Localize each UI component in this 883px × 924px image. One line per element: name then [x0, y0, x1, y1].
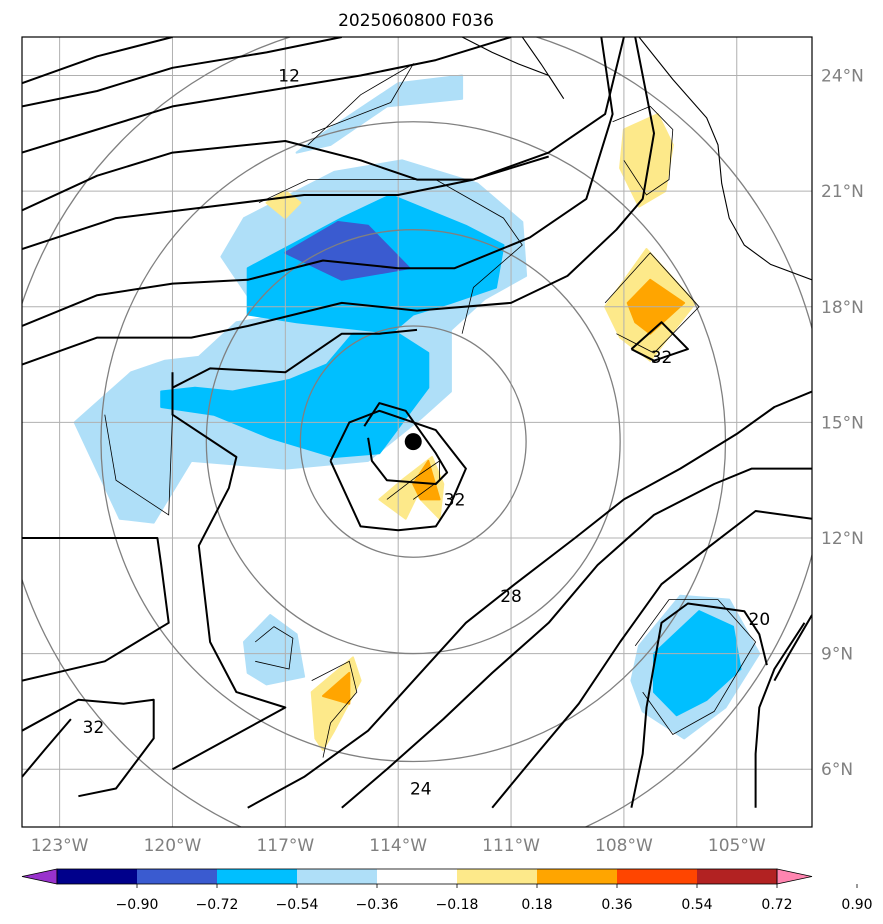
- range-ring-1: [205, 229, 621, 655]
- colorbar-frame: [56, 868, 778, 885]
- x-tick-label: 120°W: [144, 836, 202, 856]
- contour-line-15: [247, 390, 812, 809]
- y-tick-label: 9°N: [821, 645, 853, 665]
- colorbar-tick-label: −0.36: [356, 897, 399, 913]
- contour-label-4: 20: [749, 610, 771, 630]
- contour-line-11: [171, 372, 287, 771]
- colorbar: −0.90 −0.72 −0.54 −0.36 −0.18 0.18 0.36 0.54 0.7…: [21, 868, 873, 913]
- x-tick-label: 123°W: [31, 836, 89, 856]
- y-tick-label: 21°N: [821, 182, 864, 202]
- shaded-field-layer: [73, 74, 761, 751]
- thin-outline-0: [307, 62, 415, 146]
- thin-outline-2: [104, 414, 173, 516]
- contour-line-7: [172, 328, 418, 389]
- contour-line-19: [754, 622, 806, 808]
- colorbar-segment: [57, 869, 137, 884]
- contour-label-2: 32: [444, 490, 466, 510]
- y-tick-label: 6°N: [821, 760, 853, 780]
- contour-line-2: [22, 37, 512, 154]
- x-tick-label: 111°W: [482, 836, 540, 856]
- contour-label-6: 24: [410, 779, 432, 799]
- storm-center-marker: [404, 433, 422, 451]
- contour-line-10: [630, 321, 689, 362]
- colorbar-tick-label: −0.90: [116, 897, 159, 913]
- contour-labels: 12 32 32 28 20 32 24: [83, 67, 771, 800]
- plot-frame: [21, 36, 813, 828]
- y-tick-label: 15°N: [821, 413, 864, 433]
- contour-line-9: [329, 409, 467, 532]
- shaded-region-2: [160, 194, 505, 458]
- contour-line-17: [491, 510, 812, 809]
- colorbar-segment: [457, 869, 537, 884]
- colorbar-segment: [137, 869, 217, 884]
- contour-line-8: [363, 402, 449, 485]
- y-tick-label: 18°N: [821, 298, 864, 318]
- storm-center-layer: [404, 433, 422, 451]
- colorbar-tick-label: 0.18: [521, 897, 552, 913]
- chart-title: 2025060800 F036: [338, 11, 494, 31]
- thin-outline-6: [612, 105, 674, 196]
- colorbar-tick-label: −0.18: [436, 897, 479, 913]
- contour-line-6: [22, 37, 655, 366]
- thin-outline-1: [258, 179, 523, 334]
- shaded-region-12: [412, 459, 441, 501]
- x-tick-labels: 123°W 120°W 117°W 114°W 111°W 108°W 105°W: [31, 836, 766, 856]
- contour-line-20: [773, 614, 812, 682]
- thin-outline-8: [386, 460, 440, 500]
- contour-label-3: 28: [500, 587, 522, 607]
- contour-line-5: [22, 37, 614, 327]
- colorbar-tick-label: 0.54: [681, 897, 712, 913]
- colorbar-extend-min: [21, 868, 58, 885]
- contour-line-12: [22, 537, 170, 682]
- y-tick-label: 24°N: [821, 67, 864, 87]
- contour-lines: [22, 37, 812, 809]
- colorbar-segment: [297, 869, 377, 884]
- contour-label-0: 12: [278, 67, 300, 87]
- shaded-region-14: [322, 671, 351, 705]
- contour-line-16: [341, 467, 812, 809]
- colorbar-tick-label: −0.54: [276, 897, 319, 913]
- shaded-region-0: [295, 74, 464, 154]
- contour-line-0: [22, 37, 173, 85]
- shaded-region-6: [653, 610, 742, 717]
- contour-label-1: 32: [651, 348, 673, 368]
- mexico-coastline: [638, 37, 812, 281]
- x-tick-label: 114°W: [369, 836, 427, 856]
- range-ring-0: [299, 325, 527, 558]
- x-tick-label: 117°W: [256, 836, 314, 856]
- contour-line-1: [22, 37, 343, 108]
- y-tick-label: 12°N: [821, 529, 864, 549]
- colorbar-segment: [217, 869, 297, 884]
- colorbar-segment: [377, 869, 457, 884]
- baja-coastline: [461, 37, 565, 100]
- x-tick-label: 108°W: [595, 836, 653, 856]
- x-tick-label: 105°W: [708, 836, 766, 856]
- y-tick-labels: 6°N 9°N 12°N 15°N 18°N 21°N 24°N: [821, 67, 864, 781]
- contour-line-3: [22, 37, 625, 212]
- thin-outline-3: [254, 626, 294, 670]
- contour-line-4: [22, 155, 549, 250]
- colorbar-tick-label: 0.72: [761, 897, 792, 913]
- thin-outline-4: [311, 660, 358, 758]
- colorbar-extend-max: [776, 868, 813, 885]
- contour-line-14: [22, 718, 72, 778]
- thin-outline-7: [604, 252, 700, 354]
- colorbar-segment: [697, 869, 777, 884]
- colorbar-tick-label: 0.36: [601, 897, 632, 913]
- colorbar-segment: [537, 869, 617, 884]
- colorbar-tick-label: 0.90: [841, 897, 872, 913]
- contour-label-5: 32: [83, 718, 105, 738]
- colorbar-tick-label: −0.72: [196, 897, 239, 913]
- colorbar-segment: [617, 869, 697, 884]
- thin-outline-5: [634, 599, 757, 736]
- contour-line-13: [22, 698, 155, 798]
- contour-line-18: [630, 602, 768, 808]
